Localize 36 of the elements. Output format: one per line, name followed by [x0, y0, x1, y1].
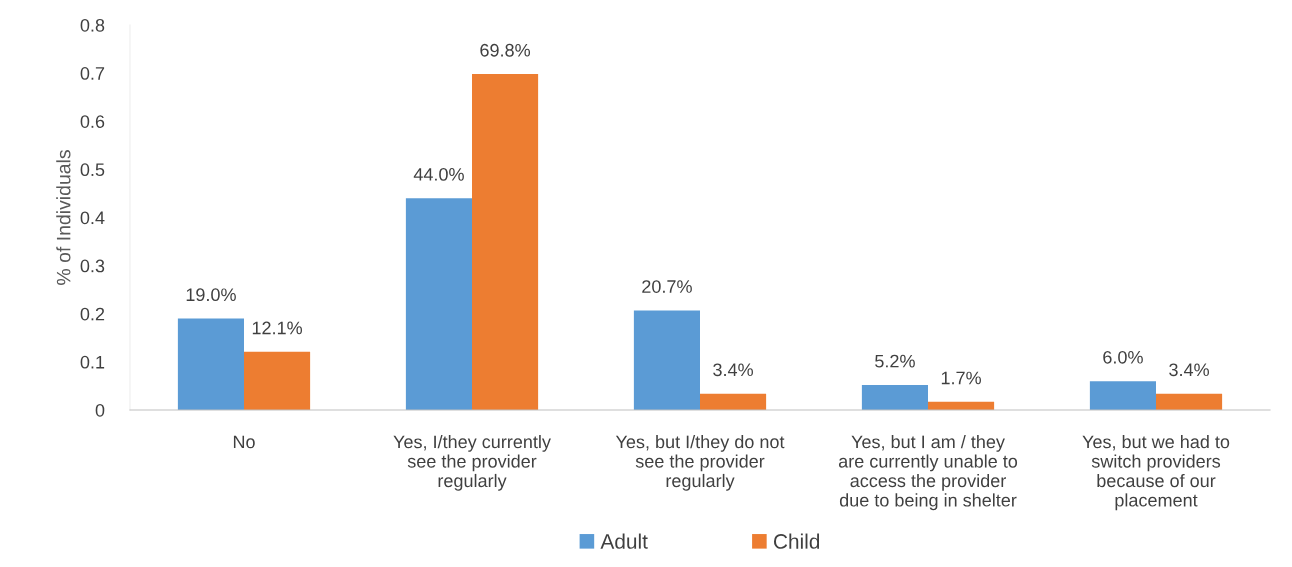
bar — [1089, 381, 1156, 410]
legend-label: Child — [773, 533, 820, 549]
y-tick-label: 0.2 — [80, 307, 105, 321]
y-tick-label: 0 — [95, 403, 105, 417]
data-label: 1.7% — [941, 371, 981, 385]
bar — [700, 393, 767, 410]
x-tick-label: Yes, I/they currently see the provider regularly — [393, 435, 551, 491]
y-tick-label: 0.7 — [80, 67, 105, 80]
legend-label: Adult — [600, 533, 648, 549]
x-tick-label: Yes, but we had to switch providers because of our placement — [1082, 435, 1230, 511]
data-label: 19.0% — [186, 288, 236, 302]
bar — [861, 384, 928, 410]
y-axis-title: % of Individuals — [56, 150, 71, 285]
y-tick-label: 0.6 — [80, 115, 105, 128]
x-tick-label: Yes, but I/they do not see the provider regularly — [615, 435, 785, 491]
y-tick-label: 0.5 — [80, 163, 105, 177]
data-label: 69.8% — [480, 43, 531, 57]
bar — [633, 310, 700, 410]
data-label: 3.4% — [713, 363, 753, 377]
data-label: 5.2% — [875, 354, 915, 368]
bar — [177, 318, 244, 410]
x-tick-label: No — [233, 435, 255, 449]
bar — [405, 198, 472, 410]
bar — [1156, 393, 1223, 410]
y-tick-label: 0.8 — [80, 18, 105, 32]
bar — [472, 74, 539, 410]
y-tick-label: 0.1 — [80, 355, 105, 369]
x-tick-label: Yes, but I am / they are currently unable to access the provider due to being in shelter — [838, 435, 1018, 511]
y-tick-label: 0.3 — [80, 259, 105, 273]
data-label: 44.0% — [413, 168, 464, 181]
y-tick-label: 0.4 — [80, 211, 105, 225]
bar — [244, 351, 311, 410]
data-label: 3.4% — [1169, 363, 1209, 377]
data-label: 6.0% — [1103, 350, 1143, 364]
data-label: 20.7% — [642, 280, 692, 293]
data-label: 12.1% — [252, 321, 303, 335]
